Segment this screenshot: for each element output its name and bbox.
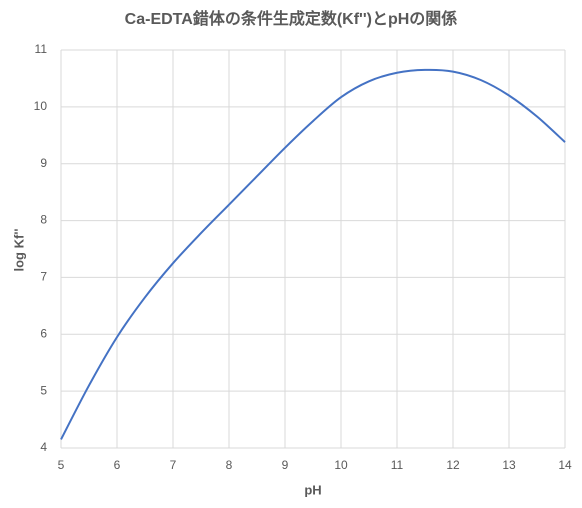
x-tick-label: 14 [558,458,572,472]
y-axis-label: log Kf'' [11,228,26,271]
y-tick-label: 11 [35,42,48,56]
y-tick-label: 8 [40,213,47,227]
y-tick-label: 4 [40,440,47,454]
x-tick-label: 5 [58,458,65,472]
x-tick-label: 8 [226,458,233,472]
y-tick-label: 7 [40,270,47,284]
data-line [60,68,566,440]
y-tick-label: 10 [34,99,48,113]
x-tick-label: 6 [114,458,121,472]
y-tick-label: 5 [40,383,47,397]
y-tick-label: 9 [40,156,47,170]
x-axis-label: pH [304,482,321,497]
x-tick-label: 7 [170,458,177,472]
x-tick-label: 13 [502,458,516,472]
chart-title: Ca-EDTA錯体の条件生成定数(Kf'')とpHの関係 [125,9,458,28]
x-tick-label: 12 [446,458,460,472]
x-tick-label: 10 [334,458,348,472]
x-tick-label: 11 [391,458,404,472]
y-tick-label: 6 [40,326,47,340]
x-tick-label: 9 [282,458,289,472]
